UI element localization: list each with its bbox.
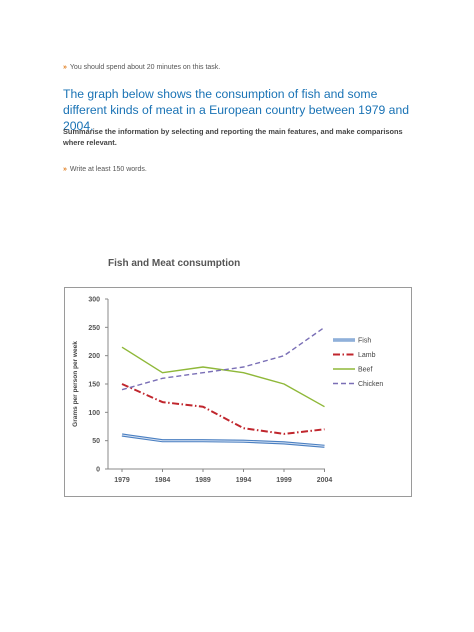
y-tick-label: 200 xyxy=(88,353,100,360)
y-tick-label: 300 xyxy=(88,297,100,304)
legend-label-beef: Beef xyxy=(358,367,372,374)
x-tick-label: 1979 xyxy=(114,477,130,484)
x-tick-label: 1999 xyxy=(276,477,292,484)
legend-label-chicken: Chicken xyxy=(358,381,383,388)
y-tick-label: 100 xyxy=(88,410,100,417)
word-count-instruction: » Write at least 150 words. xyxy=(63,166,147,173)
legend-label-fish: Fish xyxy=(358,338,371,345)
x-tick-label: 1989 xyxy=(195,477,211,484)
legend-label-lamb: Lamb xyxy=(358,352,376,359)
x-tick-label: 2004 xyxy=(317,477,333,484)
chart-area: 0 50 100 150 200 250 300 1979 1984 1989 1994 1999 20… xyxy=(64,287,412,497)
task-summary: Summarise the information by selecting a… xyxy=(63,127,403,147)
y-axis-label: Grams per person per week xyxy=(72,341,79,427)
time-instruction: » You should spend about 20 minutes on th… xyxy=(63,64,220,71)
series-line-lamb xyxy=(121,383,325,435)
arrow-icon: » xyxy=(63,166,67,173)
y-tick-label: 150 xyxy=(88,382,100,389)
y-tick-label: 50 xyxy=(92,438,100,445)
y-tick-label: 250 xyxy=(88,325,100,332)
y-tick-label: 0 xyxy=(96,467,100,474)
series-line-chicken xyxy=(121,326,325,391)
task-description: The graph below shows the consumption of… xyxy=(63,87,409,133)
series-line-fish-highlight xyxy=(121,434,325,447)
time-instruction-text: You should spend about 20 minutes on thi… xyxy=(69,64,221,71)
x-tick-label: 1984 xyxy=(155,477,171,484)
arrow-icon: » xyxy=(63,64,67,71)
word-count-text: Write at least 150 words. xyxy=(69,166,147,173)
x-tick-label: 1994 xyxy=(236,477,252,484)
line-chart: 0 50 100 150 200 250 300 1979 1984 1989 1994 1999 20… xyxy=(72,297,383,485)
chart-title: Fish and Meat consumption xyxy=(108,258,241,269)
series-line-beef xyxy=(121,346,325,408)
